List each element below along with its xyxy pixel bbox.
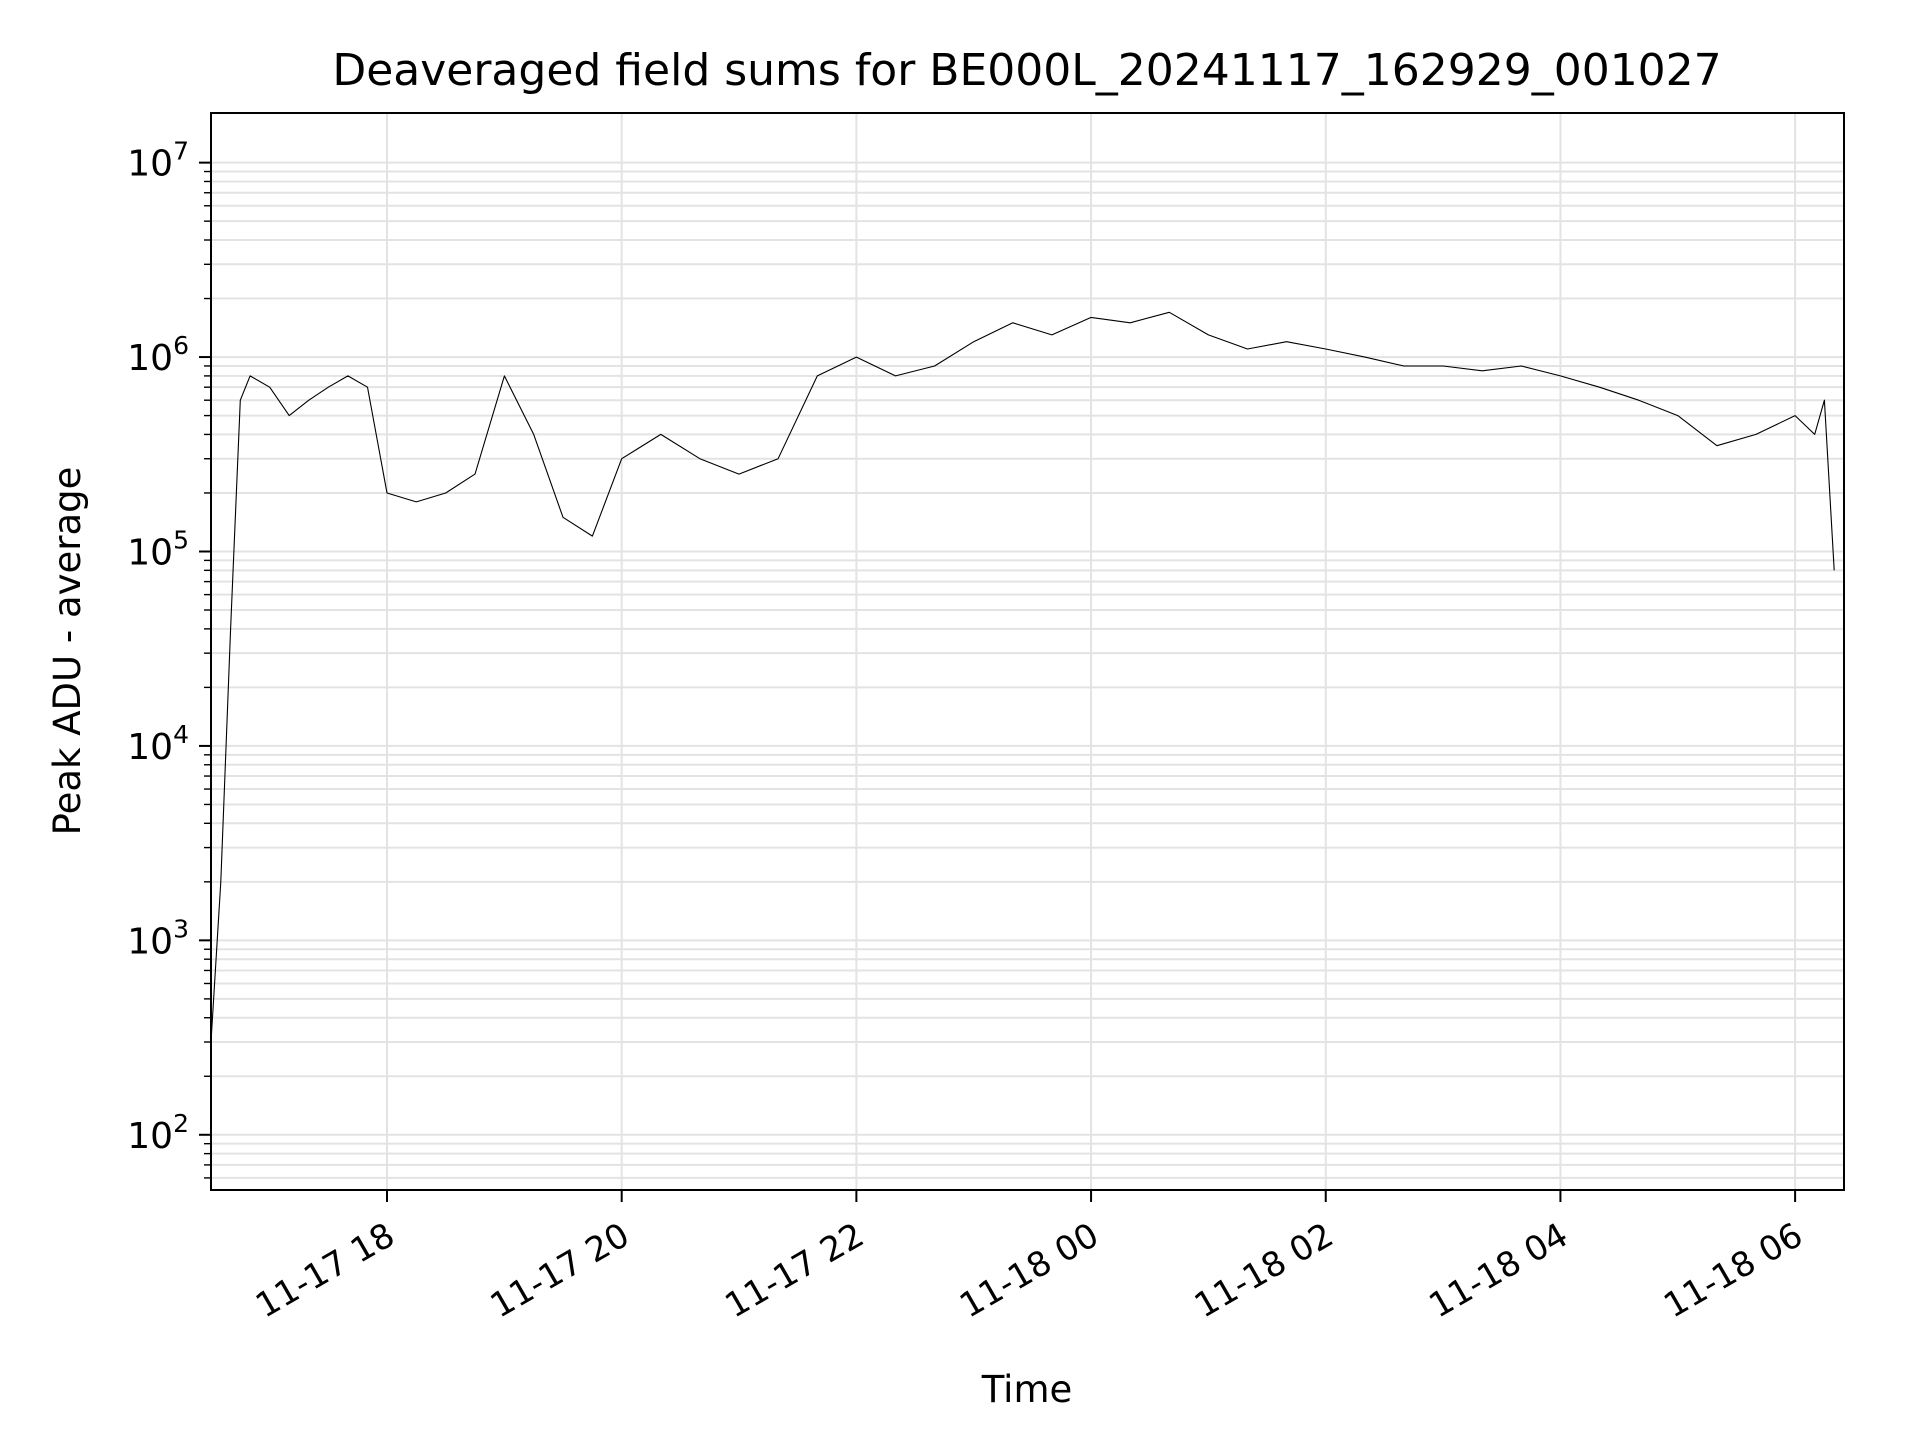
- y-tick-label-3: 105: [127, 525, 189, 573]
- x-axis-label: Time: [981, 1368, 1073, 1411]
- y-tick-label-5: 107: [127, 137, 189, 185]
- y-tick-label-0: 102: [127, 1109, 189, 1157]
- y-tick-label-2: 104: [127, 720, 189, 768]
- chart-title: Deaveraged field sums for BE000L_2024111…: [332, 45, 1721, 96]
- ticks: [199, 161, 1797, 1202]
- y-tick-labels: 102 103 104 105 106 107: [127, 137, 189, 1157]
- series-line: [210, 311, 1835, 1043]
- plot-frame: [210, 112, 1845, 1191]
- y-tick-label-1: 103: [127, 914, 189, 962]
- y-axis-label: Peak ADU - average: [46, 467, 89, 836]
- y-tick-label-4: 106: [127, 331, 189, 379]
- grid: [211, 113, 1844, 1190]
